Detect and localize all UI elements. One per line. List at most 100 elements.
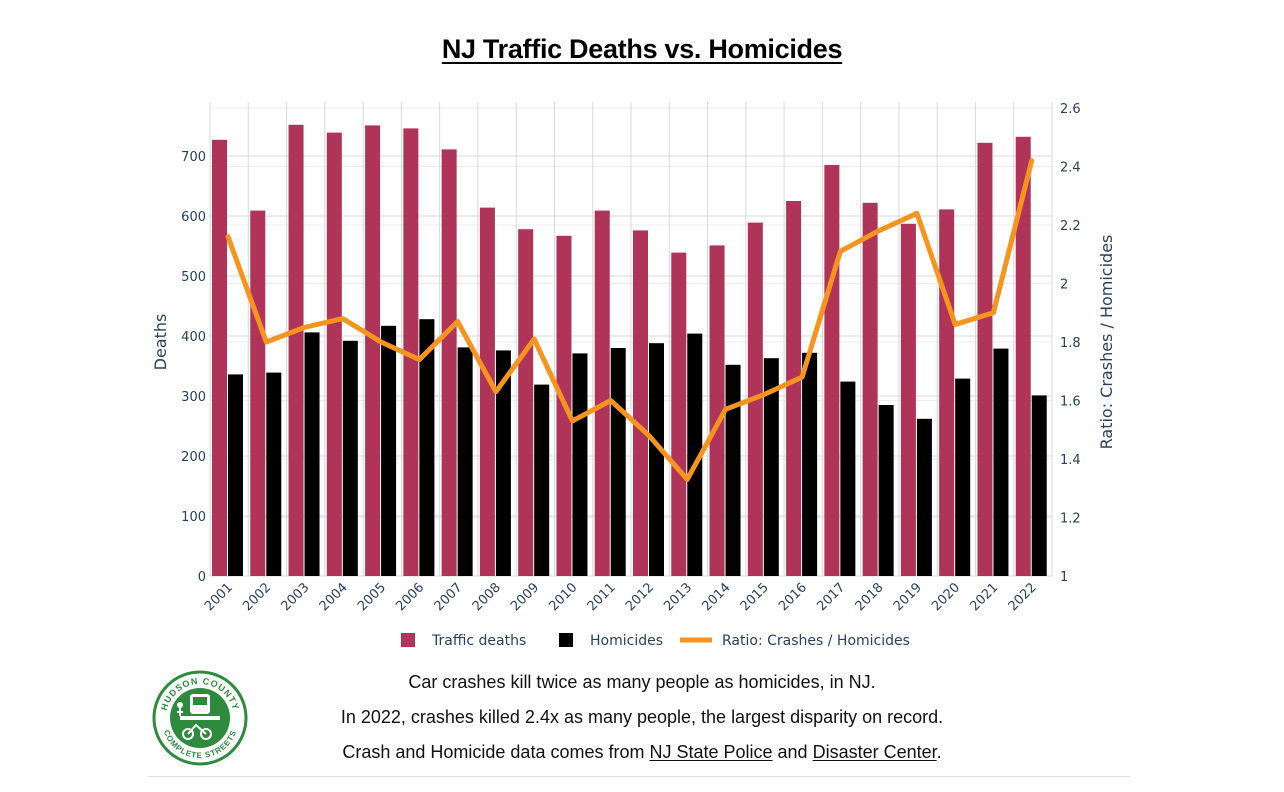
x-tick-label: 2003 (279, 580, 313, 614)
x-tick-label: 2006 (393, 580, 427, 614)
legend-label-traffic[interactable]: Traffic deaths (431, 633, 526, 649)
bar-homicides-2020[interactable] (955, 378, 971, 576)
bar-homicides-2005[interactable] (381, 325, 397, 576)
bar-traffic-2005[interactable] (365, 125, 381, 577)
x-tick-label: 2007 (432, 580, 466, 614)
bar-traffic-2004[interactable] (326, 132, 342, 576)
x-tick-label: 2008 (470, 580, 504, 614)
x-tick-label: 2017 (814, 580, 848, 614)
legend[interactable]: Traffic deaths Homicides Ratio: Crashes … (401, 633, 910, 649)
bar-homicides-2015[interactable] (763, 358, 779, 576)
y2-tick-label: 1 (1060, 570, 1068, 585)
bar-homicides-2010[interactable] (572, 353, 588, 576)
bar-traffic-2011[interactable] (594, 210, 610, 576)
bar-homicides-2006[interactable] (419, 319, 435, 576)
x-tick-label: 2022 (1006, 580, 1040, 614)
y-axis-title: Deaths (151, 314, 170, 371)
bars (212, 124, 1047, 577)
x-tick-label: 2004 (317, 580, 351, 614)
bar-traffic-2012[interactable] (633, 230, 648, 576)
legend-swatch-traffic[interactable] (401, 633, 415, 647)
bar-homicides-2019[interactable] (916, 418, 932, 576)
x-tick-label: 2005 (355, 580, 389, 614)
bar-homicides-2003[interactable] (304, 332, 320, 576)
x-tick-label: 2012 (623, 580, 657, 614)
x-tick-label: 2002 (240, 580, 274, 614)
bar-homicides-2013[interactable] (687, 333, 703, 576)
bar-traffic-2016[interactable] (786, 201, 802, 576)
bar-traffic-2022[interactable] (1015, 136, 1031, 577)
bar-traffic-2020[interactable] (939, 209, 955, 576)
legend-label-ratio[interactable]: Ratio: Crashes / Homicides (722, 633, 910, 649)
x-tick-label: 2013 (661, 580, 695, 614)
bar-homicides-2014[interactable] (725, 364, 741, 576)
bar-traffic-2019[interactable] (900, 223, 916, 577)
y-tick-label: 0 (198, 570, 206, 585)
bar-traffic-2009[interactable] (518, 229, 534, 576)
caption-source-prefix: Crash and Homicide data comes from (342, 742, 650, 762)
y2-tick-label: 2 (1060, 278, 1068, 293)
y2-tick-label: 2.2 (1060, 219, 1081, 234)
ratio-line[interactable] (225, 158, 1035, 482)
x-tick-label: 2014 (700, 580, 734, 614)
chart-title: NJ Traffic Deaths vs. Homicides (441, 34, 843, 64)
y2-tick-label: 2.4 (1060, 161, 1081, 176)
caption-line-1: Car crashes kill twice as many people as… (408, 672, 876, 692)
x-tick-label: 2019 (891, 580, 925, 614)
bar-homicides-2012[interactable] (649, 343, 664, 576)
x-tick-label: 2011 (585, 580, 619, 614)
bar-traffic-2007[interactable] (441, 149, 457, 576)
bar-homicides-2022[interactable] (1031, 395, 1047, 576)
bar-traffic-2018[interactable] (862, 202, 878, 577)
caption-line-2: In 2022, crashes killed 2.4x as many peo… (340, 707, 944, 727)
caption-line-3: Crash and Homicide data comes from NJ St… (0, 742, 1284, 763)
nj-state-police-link[interactable]: NJ State Police (649, 742, 773, 762)
bar-traffic-2008[interactable] (479, 207, 495, 576)
bar-homicides-2001[interactable] (228, 374, 243, 576)
caption-source-suffix: . (936, 742, 942, 762)
x-tick-label: 2018 (853, 580, 887, 614)
x-tick-label: 2010 (546, 580, 580, 614)
bar-traffic-2002[interactable] (250, 210, 266, 576)
disaster-center-link[interactable]: Disaster Center (812, 742, 937, 762)
bar-homicides-2009[interactable] (534, 384, 550, 576)
bar-traffic-2003[interactable] (288, 124, 304, 577)
bar-homicides-2004[interactable] (342, 340, 358, 576)
y2-tick-label: 1.4 (1060, 453, 1081, 468)
bottom-divider (148, 776, 1130, 777)
hudson-county-complete-streets-logo: HUDSON COUNTY COMPLETE STREETS (152, 670, 248, 766)
bar-traffic-2014[interactable] (709, 245, 725, 576)
y2-tick-label: 2.6 (1060, 102, 1081, 117)
caption-source-mid: and (772, 742, 813, 762)
y-tick-label: 100 (181, 510, 206, 525)
bar-traffic-2017[interactable] (824, 165, 840, 576)
y2-axis-title: Ratio: Crashes / Homicides (1097, 235, 1116, 450)
bar-homicides-2017[interactable] (840, 381, 856, 576)
y-tick-label: 400 (181, 330, 206, 345)
bar-homicides-2021[interactable] (993, 348, 1009, 576)
bar-homicides-2016[interactable] (802, 352, 818, 576)
legend-label-homicides[interactable]: Homicides (590, 633, 663, 649)
y-tick-label: 500 (181, 270, 206, 285)
bar-homicides-2008[interactable] (495, 350, 511, 576)
chart: 0 100 200 300 400 500 600 700 1 1.2 1.4 1.6 1.8 2 2.2 2… (151, 102, 1116, 649)
y-tick-label: 700 (181, 150, 206, 165)
bar-traffic-2013[interactable] (671, 252, 687, 576)
bar-homicides-2002[interactable] (266, 372, 282, 576)
x-tick-label: 2009 (508, 580, 542, 614)
x-tick-label: 2016 (776, 580, 810, 614)
bar-traffic-2021[interactable] (977, 142, 993, 577)
x-tick-label: 2001 (202, 580, 236, 614)
x-tick-label: 2021 (967, 580, 1001, 614)
bar-traffic-2001[interactable] (212, 139, 227, 577)
bar-homicides-2007[interactable] (457, 347, 473, 576)
x-tick-label: 2015 (738, 580, 772, 614)
bar-homicides-2018[interactable] (878, 405, 894, 576)
bar-traffic-2006[interactable] (403, 128, 419, 576)
legend-swatch-homicides[interactable] (559, 633, 573, 647)
y2-tick-label: 1.8 (1060, 336, 1081, 351)
y-tick-label: 300 (181, 390, 206, 405)
bar-homicides-2011[interactable] (610, 348, 626, 576)
ratio-line-layer (225, 158, 1035, 482)
y2-tick-label: 1.6 (1060, 395, 1081, 410)
